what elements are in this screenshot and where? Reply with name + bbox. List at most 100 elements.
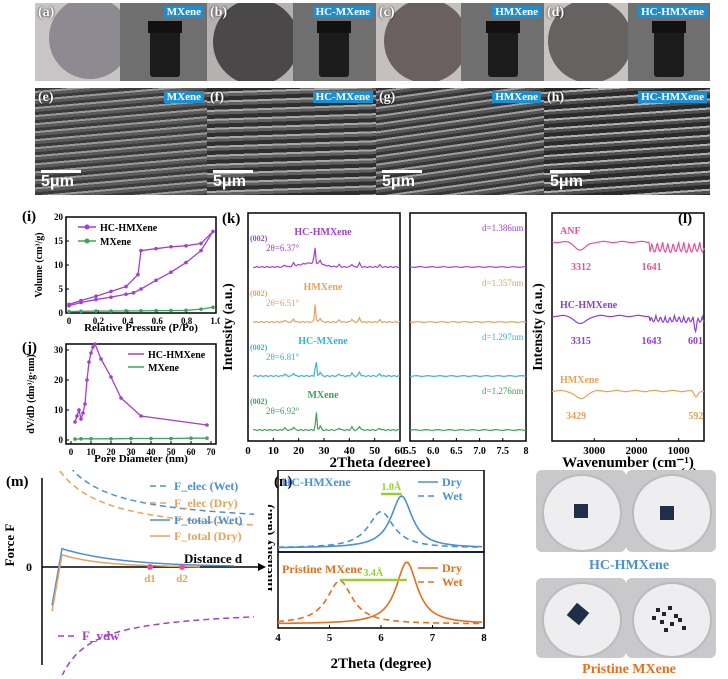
xtick-label-n: 8 bbox=[481, 632, 487, 644]
legend-label-n-0-1: Wet bbox=[442, 489, 463, 503]
xtick2-label-k: 6.0 bbox=[427, 446, 440, 457]
ylabel-n: Intensity (a.u.) bbox=[268, 504, 276, 592]
axes-frame-l bbox=[551, 212, 705, 442]
xtick-label-l: 2000 bbox=[625, 445, 648, 457]
xtick2-label-k: 8 bbox=[524, 446, 529, 457]
series-label-l-2: HMXene bbox=[560, 375, 599, 386]
curve-m-4 bbox=[61, 616, 255, 675]
scale-bar-g bbox=[382, 170, 422, 173]
axes-frame-j bbox=[65, 343, 217, 445]
xlabel-k: 2Theta (degree) bbox=[330, 455, 431, 467]
tag-g: HMXene bbox=[492, 91, 541, 103]
ytick-label-i: 5 bbox=[59, 284, 64, 294]
point-j-0 bbox=[85, 378, 89, 382]
label-o-bottom: Pristine MXene bbox=[582, 662, 676, 677]
point-j-0 bbox=[93, 342, 97, 346]
dish-o3 bbox=[536, 578, 626, 658]
ytick-label-i: 0 bbox=[59, 308, 64, 318]
point-j-0 bbox=[119, 396, 123, 400]
shift-label-n-0: 1.0Å bbox=[381, 481, 402, 493]
xtick-label-k: 0 bbox=[245, 445, 251, 457]
legend-label-m-0: F_elec (Wet) bbox=[174, 479, 238, 493]
point-j-1 bbox=[205, 436, 209, 440]
xlabel-n: 2Theta (degree) bbox=[331, 656, 432, 672]
xtick-label-i: 0.8 bbox=[181, 316, 193, 326]
panel-label-g: (g) bbox=[379, 90, 396, 105]
series-j-0 bbox=[74, 342, 208, 426]
series-n-0-wet bbox=[278, 510, 482, 548]
legend-label-m-4: F_vdw bbox=[82, 628, 120, 643]
scale-label-e: 5μm bbox=[41, 173, 74, 190]
point-i-0 bbox=[139, 248, 143, 253]
point-i-0 bbox=[199, 241, 203, 246]
point-j-0 bbox=[81, 411, 85, 415]
tag-e: MXene bbox=[163, 91, 204, 103]
series-n-1-dry bbox=[278, 561, 482, 625]
sem-h: (h) HC-HMXene 5μm bbox=[544, 88, 710, 195]
point-i-0 bbox=[211, 229, 215, 234]
point-j-0 bbox=[75, 414, 79, 418]
dish-o2 bbox=[626, 470, 716, 552]
xtick-label-i: 0.6 bbox=[152, 316, 164, 326]
point-i-0 bbox=[94, 294, 98, 298]
curve-m-0 bbox=[71, 470, 255, 515]
xlabel-m: Distance d bbox=[184, 551, 243, 566]
xtick-label-n: 4 bbox=[275, 632, 281, 644]
chart-k: (k) 0 10 20 30 40 50 605.5 6.0 6.5 7.0 7.5 8 HC-HMX… bbox=[221, 211, 529, 467]
point-j-0 bbox=[91, 345, 95, 349]
point-j-1 bbox=[149, 436, 153, 441]
ytick-label-j: 30 bbox=[54, 345, 64, 355]
xtick-label-i: 0 bbox=[67, 316, 72, 326]
series-k-left-3 bbox=[252, 412, 401, 432]
scale-bar-e bbox=[41, 170, 81, 173]
xtick-label-k: 60 bbox=[395, 445, 407, 457]
scale-bar-f bbox=[213, 170, 253, 173]
xtick-label-n: 6 bbox=[378, 632, 384, 644]
point-j-0 bbox=[83, 402, 87, 406]
annotation-l-1-0: 3315 bbox=[571, 336, 591, 347]
point-i-1 bbox=[169, 308, 173, 313]
point-i-1 bbox=[139, 309, 143, 313]
point-i-0 bbox=[154, 246, 158, 251]
hkl-label-k-1: (002) bbox=[250, 289, 268, 298]
hkl-label-k-2: (002) bbox=[250, 343, 268, 352]
legend-label-n-1-0: Dry bbox=[442, 561, 462, 575]
ylabel-l: Intensity (a.u.) bbox=[531, 283, 546, 371]
point-j-0 bbox=[79, 417, 83, 421]
panel-label-c: (c) bbox=[379, 5, 395, 20]
ylabel-i: Volume (cm³/g) bbox=[34, 232, 45, 297]
xtick-label-i: 1.0 bbox=[210, 316, 220, 326]
xtick-label-k: 40 bbox=[344, 445, 356, 457]
xtick-label-n: 7 bbox=[430, 632, 436, 644]
point-i-0 bbox=[109, 295, 113, 299]
point-i-1 bbox=[184, 308, 188, 313]
series-l-0 bbox=[551, 240, 705, 254]
xlabel-l: Wavenumber (cm⁻¹) bbox=[562, 455, 694, 471]
tag-c: HMXene bbox=[492, 6, 541, 18]
point-j-1 bbox=[169, 436, 173, 441]
series-k-left-1 bbox=[253, 304, 401, 324]
xtick-label-k: 30 bbox=[319, 445, 331, 457]
point-i-1 bbox=[154, 308, 158, 313]
series-k-left-0 bbox=[252, 247, 401, 269]
photo-d: (d) HC-HMXene bbox=[544, 3, 710, 81]
series-n-1-wet bbox=[277, 579, 482, 625]
panel-label-a: (a) bbox=[38, 5, 55, 20]
xtick2-label-k: 7.5 bbox=[497, 446, 510, 457]
point-i-0 bbox=[139, 287, 143, 291]
point-i-0 bbox=[124, 284, 128, 289]
d-label-k-0: d=1.386nm bbox=[482, 223, 523, 233]
legend-j-0: HC-HMXene bbox=[148, 350, 206, 361]
curve-m-1 bbox=[59, 470, 255, 526]
ytick-label-j: 20 bbox=[54, 375, 64, 385]
d-label-k-1: d=1.357nm bbox=[482, 278, 523, 288]
point-i-0 bbox=[169, 270, 173, 274]
group-label-n-0: HC-HMXene bbox=[282, 475, 351, 489]
point-i-0 bbox=[131, 291, 136, 295]
point-i-0 bbox=[67, 302, 71, 307]
annotation-l-0-1: 1641 bbox=[642, 262, 662, 273]
panel-label-d: (d) bbox=[547, 5, 565, 20]
xtick-label-j: 40 bbox=[147, 447, 157, 457]
ytick-label-j: 10 bbox=[54, 405, 64, 415]
point-j-0 bbox=[87, 360, 91, 364]
